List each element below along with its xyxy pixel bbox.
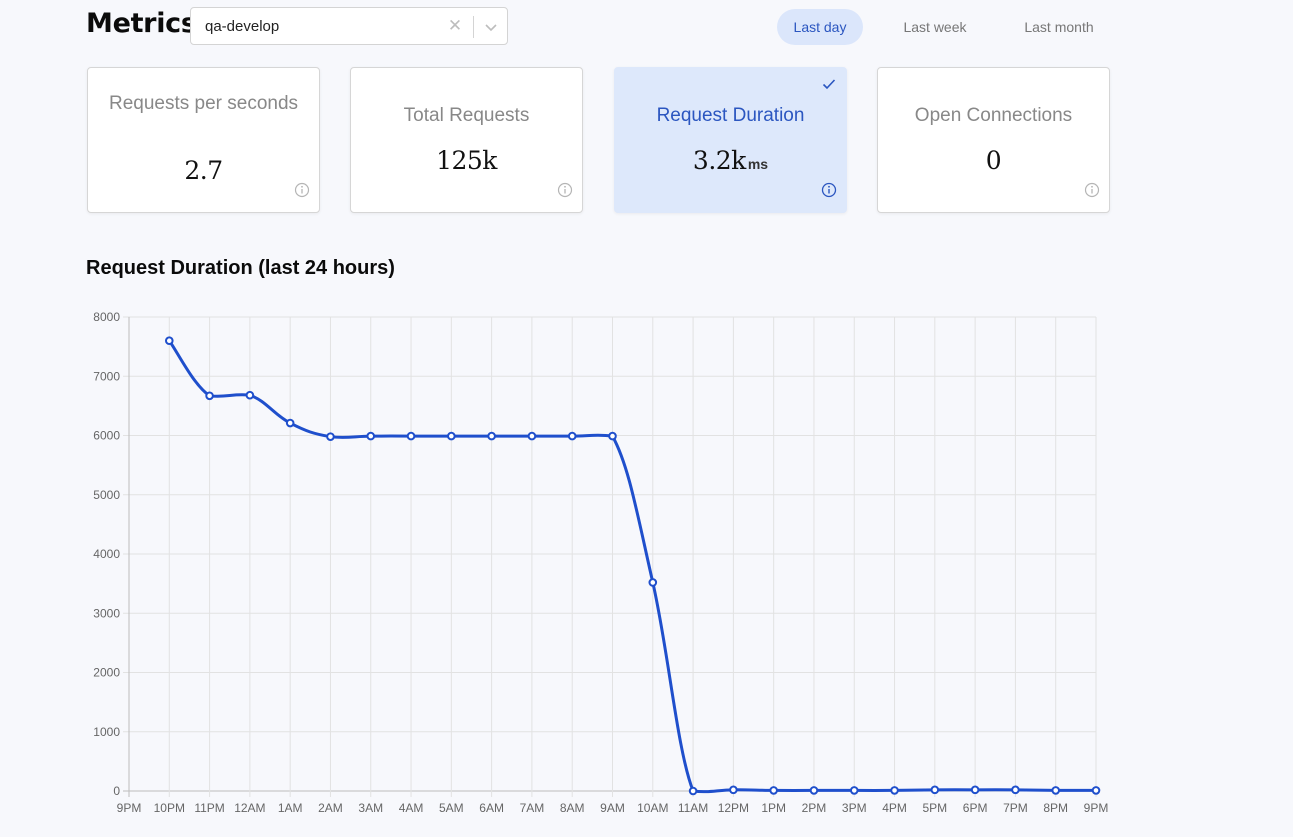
data-point <box>205 391 214 401</box>
x-tick-label: 11AM <box>678 801 708 815</box>
x-tick-label: 10PM <box>154 801 185 815</box>
metric-card-total-requests[interactable]: Total Requests 125k <box>350 67 583 213</box>
x-tick-label: 12PM <box>718 801 749 815</box>
data-point <box>245 390 255 400</box>
card-value-number: 3.2k <box>692 146 746 175</box>
y-tick-label: 0 <box>113 784 120 798</box>
y-tick-label: 3000 <box>93 606 120 620</box>
data-point <box>930 785 940 795</box>
checkmark-icon <box>822 79 836 90</box>
data-point <box>608 431 617 441</box>
x-tick-label: 11PM <box>194 801 224 815</box>
x-tick-label: 6AM <box>479 801 504 815</box>
data-point <box>527 431 537 441</box>
x-tick-label: 8AM <box>560 801 585 815</box>
data-point <box>1091 786 1101 795</box>
card-title: Requests per seconds <box>108 93 299 114</box>
x-tick-label: 7AM <box>520 801 545 815</box>
metric-card-open-connections[interactable]: Open Connections 0 <box>877 67 1110 213</box>
info-icon[interactable] <box>294 182 310 198</box>
x-tick-label: 5PM <box>922 801 947 815</box>
card-value-number: 125k <box>436 146 497 175</box>
data-point <box>890 786 899 795</box>
card-title: Total Requests <box>403 105 530 126</box>
x-tick-label: 12AM <box>234 801 265 815</box>
y-tick-label: 4000 <box>93 547 120 561</box>
data-point <box>849 786 859 795</box>
card-value: 0 <box>878 146 1109 175</box>
series-line <box>168 339 1097 794</box>
range-last-week-button[interactable]: Last week <box>903 19 967 35</box>
info-icon[interactable] <box>1084 182 1100 198</box>
card-value-number: 2.7 <box>184 156 223 185</box>
data-point <box>809 786 819 795</box>
y-tick-label: 2000 <box>93 666 120 680</box>
data-point <box>970 785 980 795</box>
data-point <box>648 578 658 587</box>
card-title: Request Duration <box>656 105 805 126</box>
range-last-month-button[interactable]: Last month <box>1024 19 1094 35</box>
x-tick-label: 6PM <box>963 801 988 815</box>
y-tick-label: 5000 <box>93 488 120 502</box>
data-point <box>688 786 698 796</box>
data-point <box>447 431 456 441</box>
data-point <box>406 431 416 441</box>
x-tick-label: 2AM <box>318 801 343 815</box>
y-tick-label: 7000 <box>93 369 120 383</box>
x-tick-label: 9PM <box>117 801 142 815</box>
data-point <box>285 418 295 428</box>
environment-value: qa-develop <box>205 18 280 35</box>
environment-select[interactable]: qa-develop ✕ <box>190 7 508 45</box>
x-tick-label: 1AM <box>278 801 303 815</box>
metric-card-requests-per-second[interactable]: Requests per seconds 2.7 <box>87 67 320 213</box>
metric-card-request-duration[interactable]: Request Duration 3.2k ms <box>614 67 847 213</box>
info-icon[interactable] <box>821 182 837 198</box>
card-value: 3.2k ms <box>615 146 846 175</box>
data-point <box>326 432 335 441</box>
card-value-number: 0 <box>985 146 1002 175</box>
y-tick-label: 6000 <box>93 429 120 443</box>
select-divider <box>473 16 474 38</box>
x-tick-label: 8PM <box>1043 801 1068 815</box>
data-point <box>487 431 496 441</box>
data-point <box>729 785 738 795</box>
card-title: Open Connections <box>914 105 1073 126</box>
x-tick-label: 10AM <box>637 801 668 815</box>
data-point <box>366 431 376 441</box>
chart-title: Request Duration (last 24 hours) <box>86 257 395 279</box>
x-tick-label: 2PM <box>802 801 827 815</box>
info-icon[interactable] <box>557 182 573 198</box>
y-tick-label: 1000 <box>93 725 120 739</box>
page-title: Metrics <box>86 8 197 39</box>
x-tick-label: 9PM <box>1084 801 1109 815</box>
data-point <box>769 786 778 795</box>
card-value: 125k <box>351 146 582 175</box>
card-value-unit: ms <box>747 156 769 172</box>
x-tick-label: 5AM <box>439 801 464 815</box>
x-tick-label: 4AM <box>399 801 424 815</box>
data-point <box>1051 786 1061 795</box>
y-tick-label: 8000 <box>93 310 120 324</box>
data-point <box>164 336 174 346</box>
range-last-day-button[interactable]: Last day <box>777 9 863 45</box>
x-tick-label: 1PM <box>761 801 786 815</box>
data-point <box>567 431 577 441</box>
card-value: 2.7 <box>88 156 319 185</box>
chevron-down-icon[interactable] <box>482 18 500 36</box>
x-tick-label: 4PM <box>882 801 907 815</box>
x-tick-label: 3PM <box>842 801 867 815</box>
x-tick-label: 7PM <box>1003 801 1028 815</box>
clear-icon[interactable]: ✕ <box>447 16 463 35</box>
data-point <box>1011 785 1020 795</box>
x-tick-label: 9AM <box>600 801 625 815</box>
x-tick-label: 3AM <box>358 801 383 815</box>
